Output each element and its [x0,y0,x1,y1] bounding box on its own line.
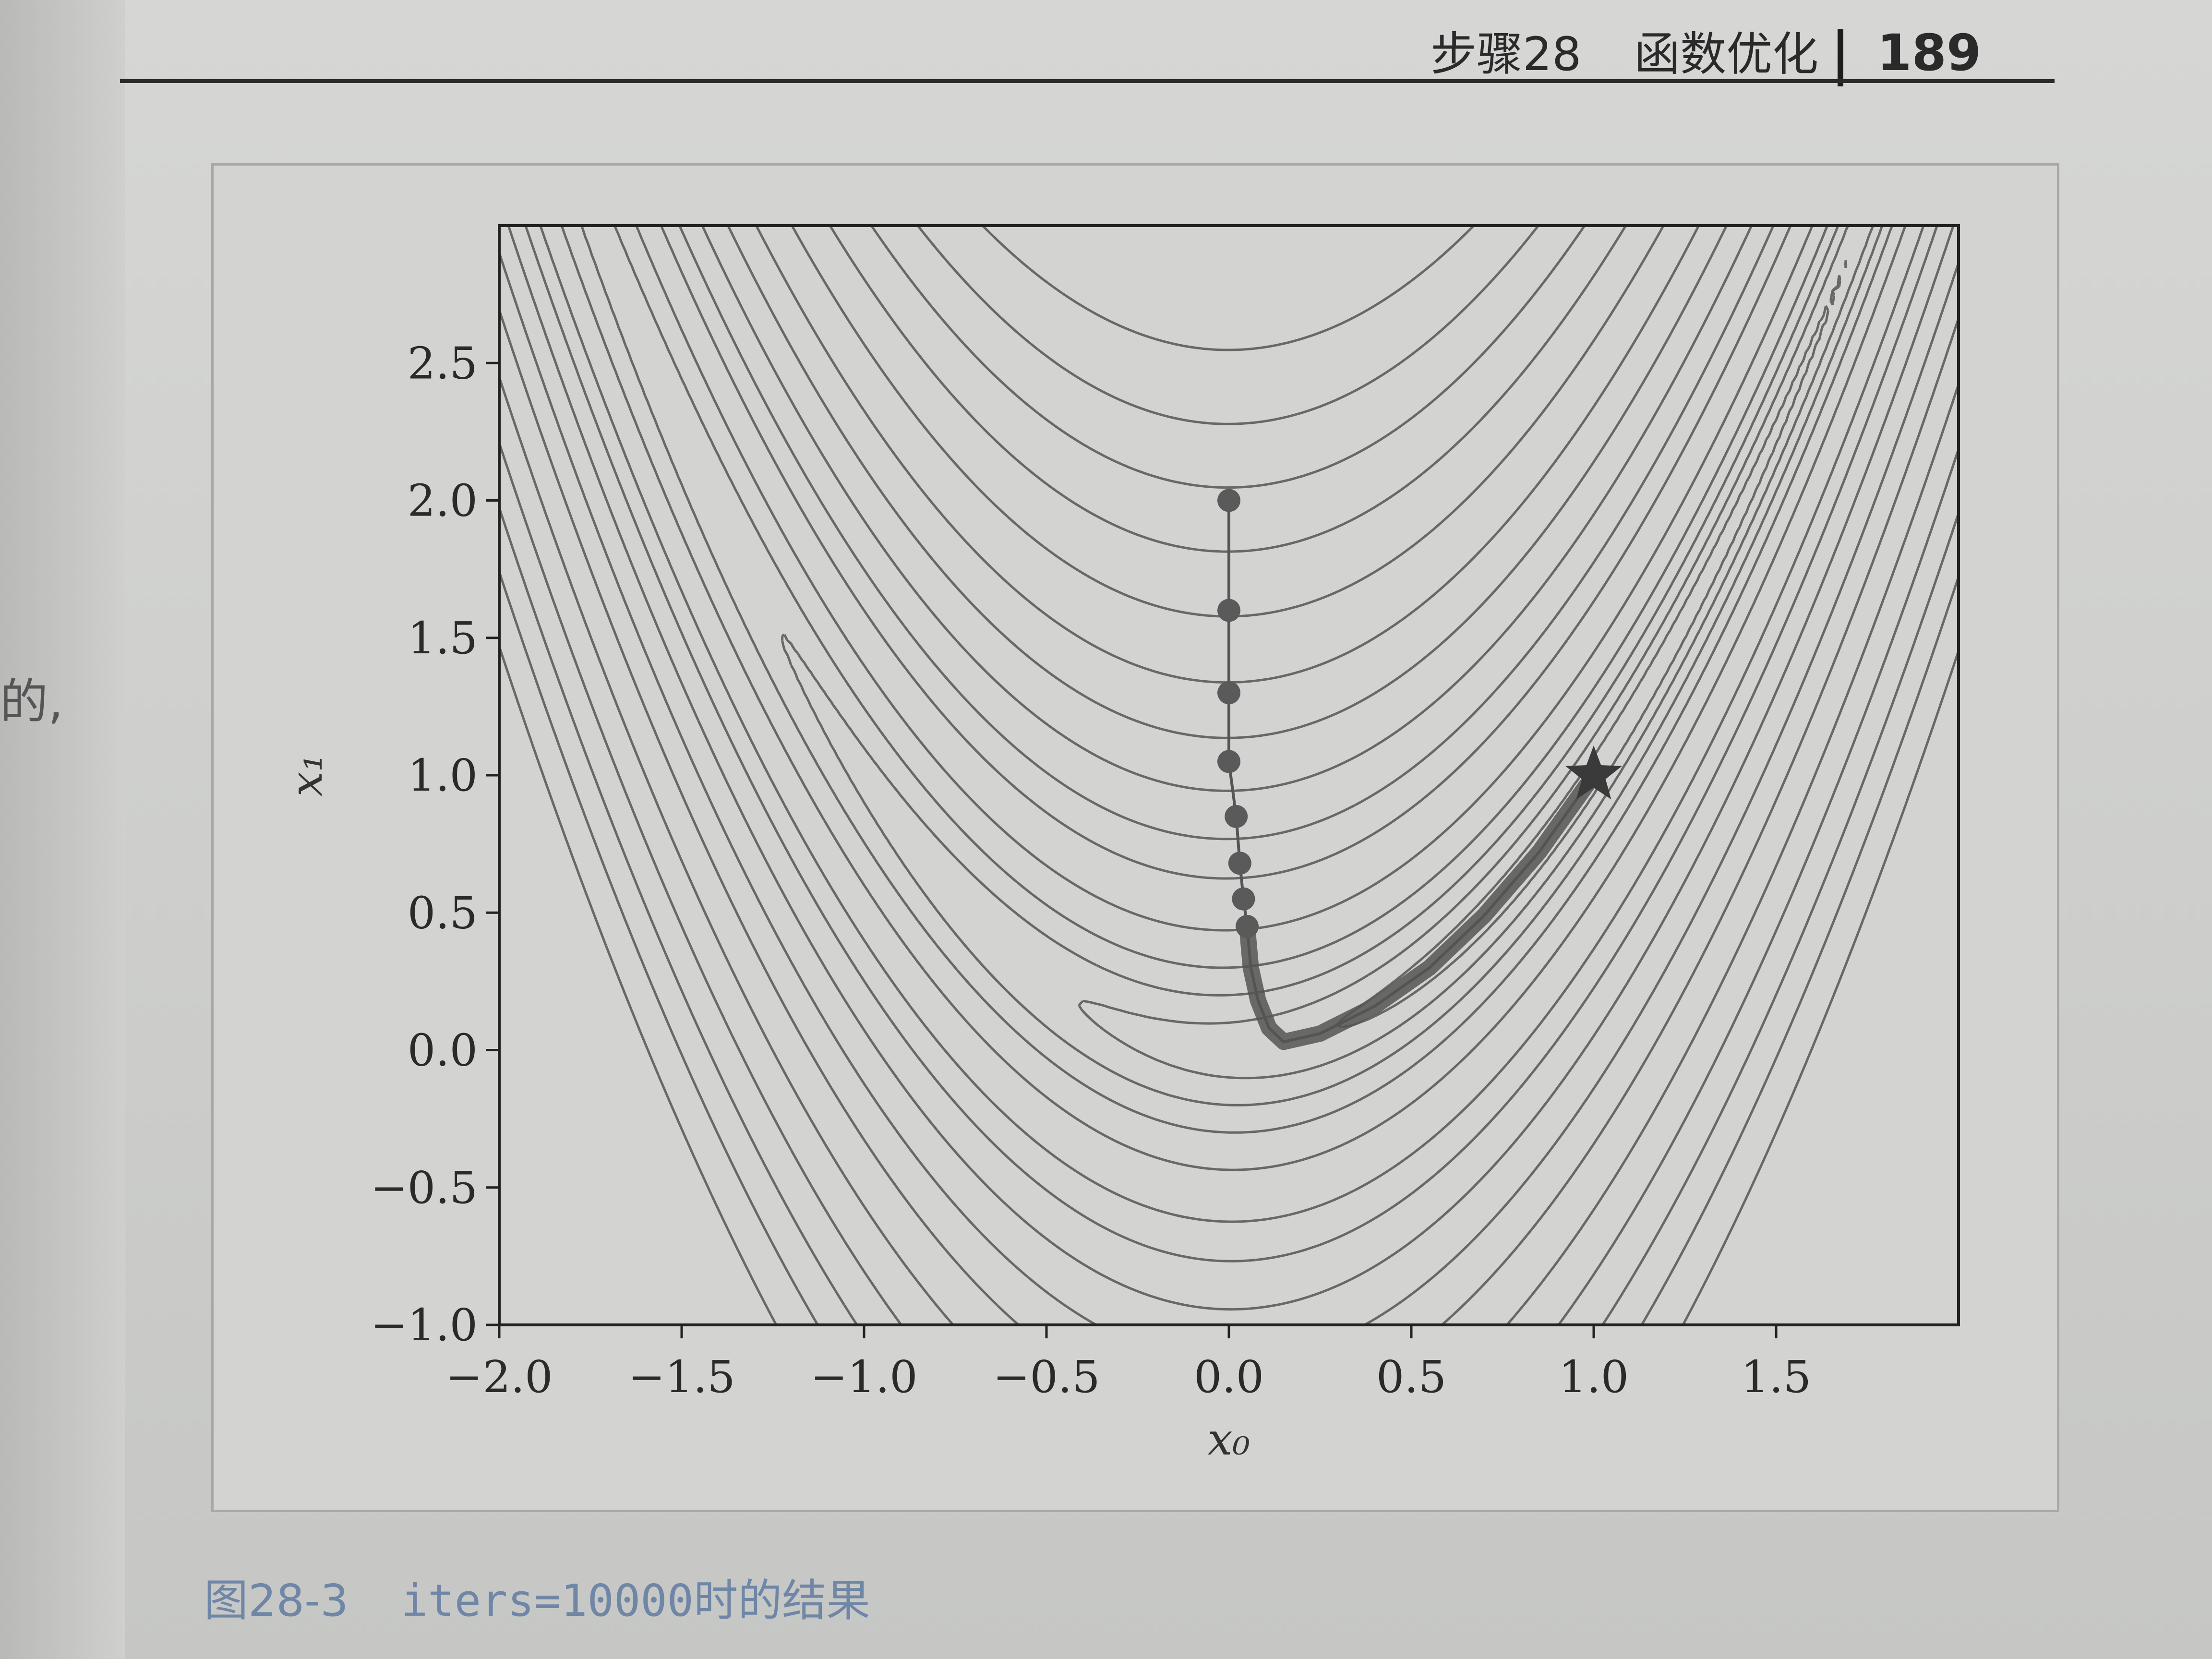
x-tick-label: 1.0 [1559,1351,1629,1403]
x-tick-label: 0.0 [1194,1351,1264,1403]
y-tick-label: 2.0 [408,475,478,527]
x-tick-label: −1.0 [810,1351,917,1403]
figure-caption: 图28-3 iters=10000时的结果 [204,1565,870,1629]
y-tick-label: 1.0 [408,750,478,801]
path-marker [1217,681,1240,705]
contour-line [499,226,1959,1325]
header-separator [1838,28,1844,86]
contour-line [499,226,1959,1325]
x-tick-label: −1.5 [628,1351,735,1403]
path-marker [1232,887,1255,911]
contour-line [539,226,1925,1223]
x-tick-label: 1.5 [1741,1351,1811,1403]
y-tick-label: −0.5 [371,1162,478,1214]
optimization-path [1217,489,1602,1050]
contour-line [499,226,1959,1325]
page-gutter-shadow [0,0,125,1659]
y-tick-label: 2.5 [408,337,478,389]
y-tick-label: 1.5 [408,613,478,664]
x-axis-label: x₀ [1208,1414,1250,1465]
y-tick-label: 0.0 [408,1025,478,1076]
figure-frame [211,163,2059,1512]
minimum-marker [1565,745,1622,800]
contour-line [507,226,1955,1311]
path-marker [1217,489,1240,512]
contour-line [1078,226,1875,1080]
chapter-title: 函数优化 [1634,27,1819,81]
contour-line [560,226,1907,1171]
contour-lines [499,226,1959,1325]
contour-line [781,226,1884,1106]
y-axis-label: x₁ [281,754,332,797]
contour-line [499,226,1959,1325]
x-tick-label: 0.5 [1376,1351,1446,1403]
contour-line [499,226,1959,1325]
path-marker [1217,750,1240,773]
path-dense-markers [1239,767,1602,1050]
x-tick-label: −2.0 [445,1351,553,1403]
y-tick-label: −1.0 [371,1299,478,1351]
caption-figure-number: 图28-3 [204,1575,349,1626]
y-axis-ticks: −1.0 −0.5 0.0 0.5 1.0 1.5 2.0 2.5 [371,337,499,1351]
path-marker [1236,914,1259,938]
path-marker [1225,805,1248,828]
contour-line [580,226,1894,1134]
running-head: 步骤28 函数优化 189 [1431,17,1981,86]
y-tick-label: 0.5 [408,887,478,938]
contour-line [499,226,1959,1325]
caption-text: iters=10000时的结果 [401,1575,871,1626]
contour-line [524,226,1938,1262]
page-number: 189 [1877,24,1982,82]
x-tick-label: −0.5 [993,1351,1100,1403]
contour-line [499,226,1959,1325]
minimum-star [1565,745,1622,800]
contour-line [1335,260,1848,1029]
chapter-label: 步骤28 [1431,27,1582,81]
margin-text-fragment: 的, [0,673,63,730]
x-axis-ticks: −2.0 −1.5 −1.0 −0.5 0.0 0.5 1.0 1.5 [445,1325,1811,1403]
header-rule [120,79,2055,83]
path-marker [1217,599,1240,622]
path-marker [1228,852,1251,875]
